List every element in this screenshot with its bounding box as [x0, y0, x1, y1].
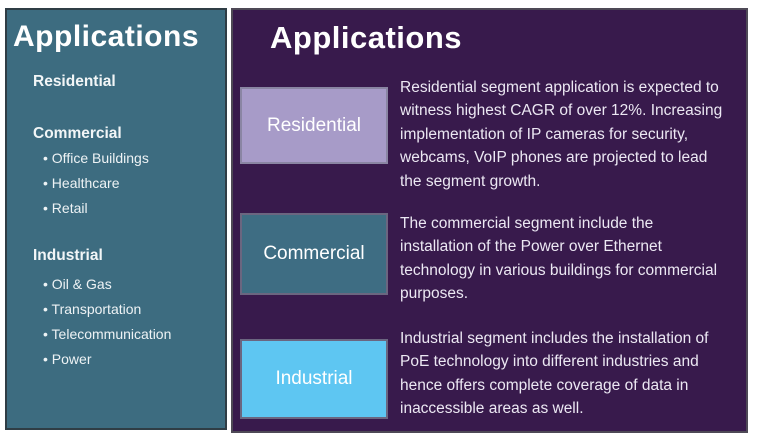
segment-description-residential: Residential segment application is expec…: [400, 79, 723, 190]
segment-box-industrial: Industrial: [240, 339, 388, 419]
segment-label: Industrial: [275, 368, 353, 389]
segment-box-residential: Residential: [240, 87, 388, 164]
list-item: Oil & Gas: [43, 276, 112, 292]
list-item: Power: [43, 351, 92, 367]
list-item: Telecommunication: [43, 326, 172, 342]
segment-description-commercial: The commercial segment include the insta…: [400, 215, 718, 303]
list-item: Retail: [43, 200, 88, 216]
segment-box-commercial: Commercial: [240, 213, 388, 295]
group-header-residential: Residential: [33, 73, 116, 90]
left-panel-title: Applications: [13, 20, 200, 53]
segment-description-industrial: Industrial segment includes the installa…: [400, 330, 709, 418]
list-item: Healthcare: [43, 175, 120, 191]
segment-label: Residential: [267, 114, 361, 136]
applications-detail-panel: Applications Residential Residential seg…: [231, 8, 748, 433]
applications-list-panel: Applications Residential Commercial Offi…: [5, 8, 227, 430]
group-header-industrial: Industrial: [33, 247, 103, 264]
segment-label: Commercial: [263, 243, 365, 264]
list-item: Office Buildings: [43, 150, 149, 166]
list-item: Transportation: [43, 301, 142, 317]
right-panel-title: Applications: [270, 20, 463, 55]
group-header-commercial: Commercial: [33, 125, 122, 142]
